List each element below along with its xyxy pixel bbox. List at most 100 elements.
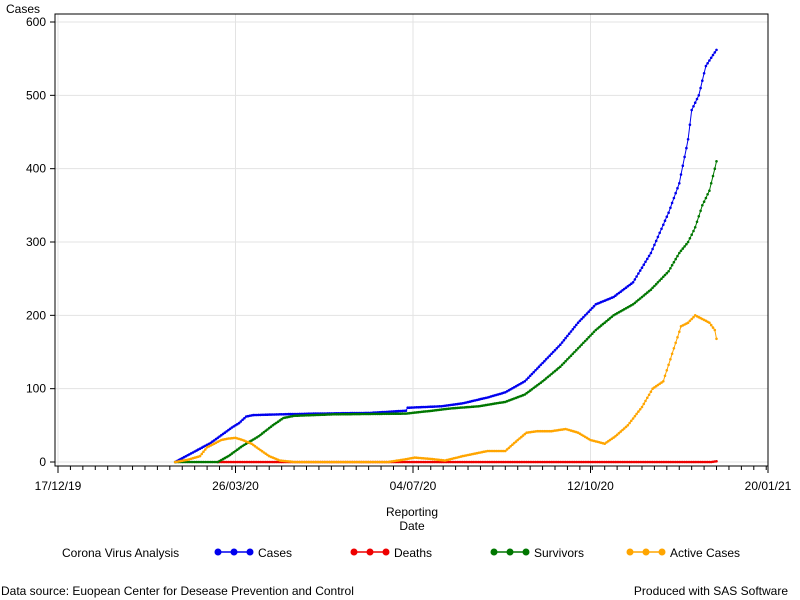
data-point — [573, 350, 576, 354]
data-point — [633, 414, 637, 418]
data-point — [669, 206, 672, 210]
data-point — [527, 390, 530, 394]
data-point — [257, 435, 260, 438]
data-point — [502, 449, 505, 453]
data-point — [404, 409, 408, 413]
data-point — [374, 412, 378, 416]
data-point — [660, 460, 663, 464]
data-point — [530, 388, 534, 391]
data-point — [667, 460, 670, 464]
data-point — [567, 332, 571, 336]
data-point — [188, 460, 191, 464]
data-point — [544, 358, 548, 361]
data-point — [308, 460, 312, 464]
data-point — [337, 460, 340, 464]
data-point — [324, 460, 328, 464]
data-point — [234, 449, 237, 453]
data-point — [200, 452, 204, 456]
data-point — [381, 412, 385, 416]
data-point — [537, 429, 541, 433]
data-point — [269, 425, 273, 429]
data-point — [402, 412, 406, 415]
data-point — [591, 332, 594, 336]
data-point — [670, 352, 674, 356]
data-point — [493, 449, 496, 453]
data-point — [479, 460, 482, 464]
data-point — [585, 312, 589, 315]
data-point — [715, 460, 718, 463]
data-point — [640, 266, 644, 270]
data-point — [425, 460, 429, 464]
data-point — [587, 310, 590, 314]
data-point — [646, 396, 649, 400]
data-point — [654, 239, 658, 243]
data-point — [257, 460, 260, 464]
data-point — [672, 460, 676, 464]
data-point — [601, 460, 605, 464]
data-point — [495, 460, 498, 464]
data-point — [669, 358, 672, 361]
data-point — [709, 182, 713, 185]
data-point — [351, 460, 354, 464]
data-point — [685, 242, 688, 246]
data-point — [546, 460, 550, 464]
data-point — [317, 460, 321, 464]
data-point — [530, 372, 534, 376]
data-point — [711, 326, 715, 329]
data-point — [438, 460, 441, 464]
data-point — [454, 460, 457, 464]
data-point — [695, 460, 699, 464]
data-point — [212, 460, 216, 464]
data-point — [198, 460, 202, 464]
data-point — [701, 204, 704, 207]
data-point — [619, 290, 622, 294]
data-point — [669, 267, 672, 270]
data-point — [557, 345, 560, 348]
data-point — [198, 454, 202, 458]
data-point — [580, 343, 583, 347]
data-point — [518, 460, 521, 464]
data-point — [333, 413, 337, 416]
data-point — [646, 460, 649, 464]
data-point — [496, 460, 500, 464]
data-point — [640, 405, 644, 409]
data-point — [624, 460, 628, 464]
data-point — [331, 413, 335, 416]
data-point — [621, 428, 624, 432]
data-point — [433, 460, 436, 464]
data-point — [202, 450, 205, 454]
data-point — [646, 257, 649, 261]
data-point — [236, 448, 239, 452]
data-point — [420, 460, 424, 464]
data-point — [601, 322, 605, 326]
data-point — [253, 444, 257, 448]
data-point — [608, 460, 612, 464]
data-point — [686, 138, 690, 141]
data-point — [354, 412, 358, 416]
data-point — [321, 460, 324, 464]
data-point — [713, 328, 717, 332]
footnote-produced-with: Produced with SAS Software — [633, 584, 788, 598]
data-point — [227, 460, 230, 464]
data-point — [564, 460, 567, 464]
data-point — [212, 439, 216, 442]
data-point — [637, 272, 640, 275]
data-point — [376, 412, 379, 416]
data-point — [638, 408, 642, 411]
data-point — [255, 446, 259, 449]
data-point — [532, 460, 535, 464]
data-point — [589, 460, 592, 464]
x-tick-label: 20/01/21 — [745, 479, 792, 493]
data-point — [686, 321, 690, 325]
data-point — [638, 460, 642, 464]
data-point — [658, 231, 661, 235]
data-point — [548, 429, 551, 433]
legend-marker — [382, 548, 390, 556]
data-point — [498, 449, 502, 453]
legend-label: Cases — [258, 546, 292, 560]
data-point — [301, 460, 305, 464]
data-point — [690, 233, 693, 236]
data-point — [617, 291, 621, 295]
data-point — [525, 378, 528, 381]
data-point — [544, 460, 548, 464]
